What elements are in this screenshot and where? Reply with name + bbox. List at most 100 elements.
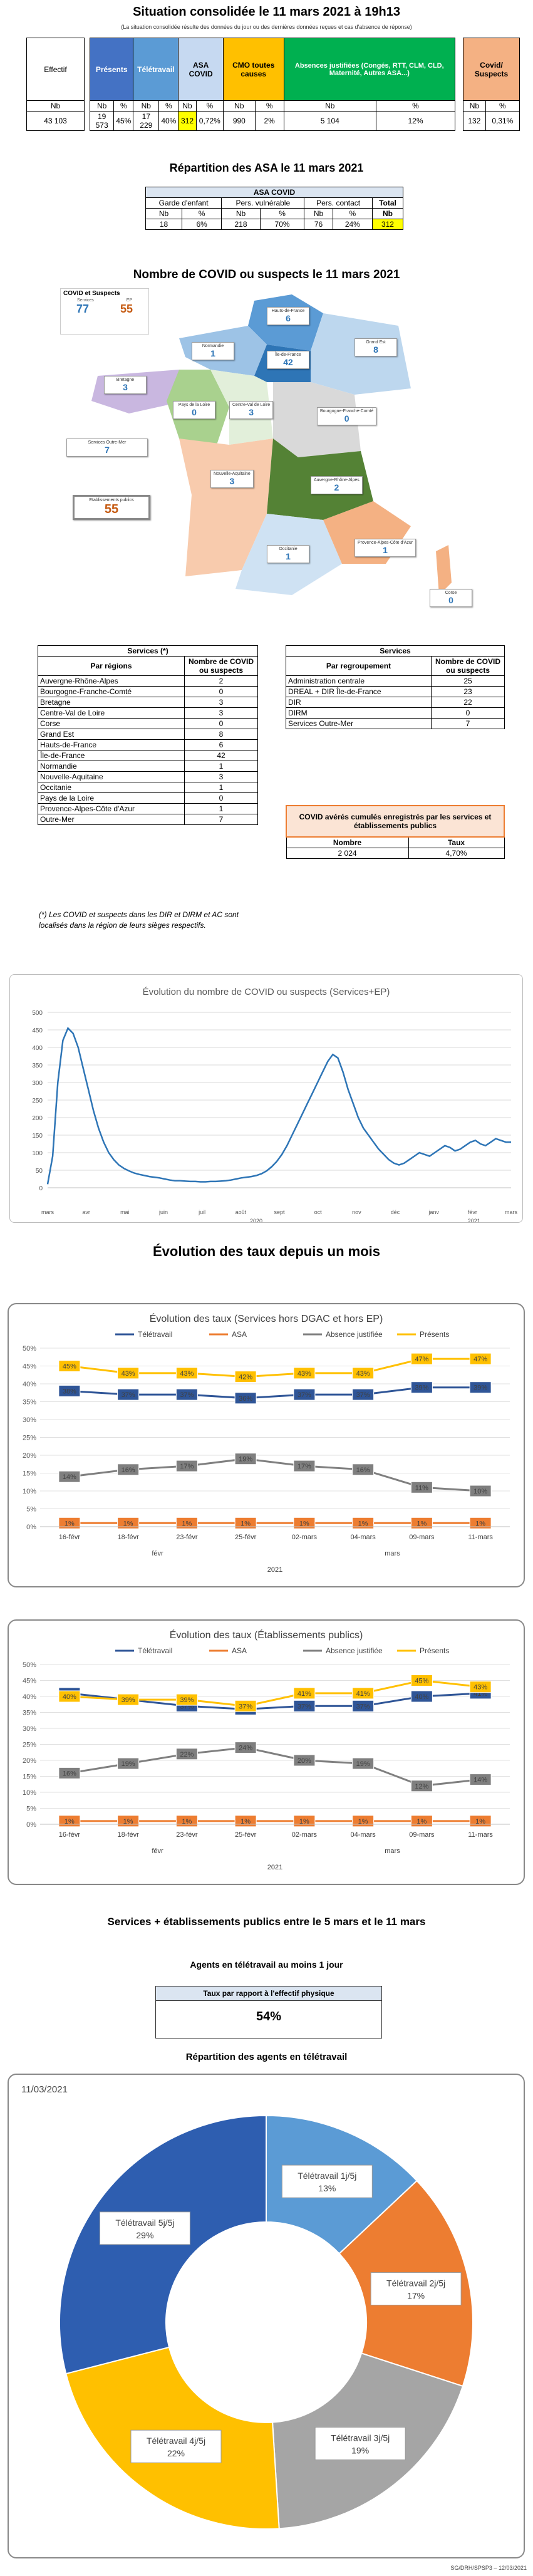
val-cell: 12%	[375, 111, 456, 131]
x-tick-label: 11-mars	[468, 1831, 493, 1839]
box-occitanie: Occitanie 1	[267, 545, 309, 563]
data-label-bg	[469, 1681, 492, 1693]
data-label: 43%	[356, 1370, 370, 1378]
data-label-bg	[175, 1460, 198, 1472]
row-value: 8	[184, 729, 258, 740]
region-value: 0	[344, 413, 349, 423]
table-row: Services Outre-Mer 7	[286, 718, 505, 729]
region-value: 3	[249, 407, 254, 417]
y-tick-label: 40%	[23, 1693, 36, 1701]
col-presents: Présents	[89, 38, 134, 101]
table-row: Grand Est 8	[38, 729, 258, 740]
table-row: Hauts-de-France 6	[38, 739, 258, 750]
sub-cell: Nb	[222, 100, 256, 112]
data-label-bg	[175, 1748, 198, 1760]
asa-col: Garde d'enfant	[145, 197, 222, 209]
data-label: 12%	[415, 1783, 428, 1790]
y-tick-label: 50%	[23, 1345, 36, 1353]
row-label: Île-de-France	[38, 750, 185, 761]
x-month-label: août	[235, 1209, 247, 1215]
data-label-bg	[117, 1757, 140, 1770]
row-label: Grand Est	[38, 729, 185, 740]
data-label-bg	[469, 1815, 492, 1827]
y-tick-label: 200	[32, 1115, 43, 1122]
data-label-bg	[469, 1774, 492, 1786]
x-tick-label: 25-févr	[235, 1534, 257, 1541]
asa-header: ASA COVID	[145, 187, 403, 198]
x-tick-label: 23-févr	[176, 1534, 198, 1541]
data-label-bg	[293, 1815, 316, 1827]
x-month-label: juin	[158, 1209, 168, 1215]
data-label: 16%	[356, 1467, 370, 1474]
data-label: 1%	[358, 1520, 368, 1527]
chart-title: Évolution des taux (Services hors DGAC e…	[150, 1312, 383, 1324]
region-name: Provence-Alpes-Côte d'Azur	[358, 541, 413, 545]
row-label: Hauts-de-France	[38, 739, 185, 750]
x-month-label: mai	[120, 1209, 130, 1215]
data-label: 1%	[241, 1520, 251, 1527]
y-tick-label: 50%	[23, 1661, 36, 1669]
data-label: 41%	[298, 1690, 311, 1698]
data-label-bg	[293, 1517, 316, 1529]
table-row: Bretagne 3	[38, 697, 258, 708]
asa-val: 70%	[259, 219, 305, 230]
data-label: 1%	[241, 1818, 251, 1826]
table-row: Centre-Val de Loire 3	[38, 707, 258, 719]
page-title: Situation consolidée le 11 mars 2021 à 1…	[133, 5, 400, 19]
services-regroup-title: Services	[286, 645, 505, 657]
cumul-title: COVID avérés cumulés enregistrés par les…	[286, 805, 505, 838]
data-label: 43%	[473, 1684, 487, 1691]
table-row: DIRM 0	[286, 707, 505, 719]
asa-sub: Nb	[304, 208, 333, 219]
data-label-bg	[117, 1367, 140, 1379]
x-year-label: 2021	[468, 1218, 480, 1222]
table-row: DIR 22	[286, 697, 505, 708]
row-label: DREAL + DIR Île-de-France	[286, 686, 432, 697]
data-label: 40%	[415, 1693, 428, 1701]
data-label: 10%	[473, 1488, 487, 1495]
row-value: 23	[431, 686, 505, 697]
asa-sub: %	[259, 208, 305, 219]
series-line	[46, 1026, 511, 1185]
data-label-bg	[58, 1384, 81, 1397]
asa-sub: Nb	[221, 208, 261, 219]
data-label: 39%	[180, 1696, 194, 1704]
slice-value: 13%	[318, 2183, 336, 2193]
data-label-bg	[234, 1371, 257, 1383]
chart-covid-evolution: Évolution du nombre de COVID ou suspects…	[9, 974, 523, 1224]
box-bfc: Bourgogne-Franche-Comté 0	[317, 407, 377, 425]
row-value: 42	[184, 750, 258, 761]
asa-table: ASA COVID Garde d'enfant Pers. vulnérabl…	[145, 187, 404, 230]
data-label-bg	[410, 1780, 433, 1792]
col-cmo: CMO toutes causes	[222, 38, 284, 101]
row-label: Provence-Alpes-Côte d'Azur	[38, 803, 185, 814]
y-tick-label: 10%	[23, 1488, 36, 1495]
val-cell: 0,31%	[485, 111, 520, 131]
data-label: 17%	[298, 1463, 311, 1470]
col-teletravail: Télétravail	[133, 38, 179, 101]
sub-cell: %	[158, 100, 179, 112]
val-cell: 5 104	[283, 111, 377, 131]
table-row: Outre-Mer 7	[38, 814, 258, 825]
data-label-bg	[293, 1700, 316, 1712]
data-label: 20%	[298, 1757, 311, 1765]
cumul-val: 4,70%	[408, 848, 505, 859]
y-tick-label: 15%	[23, 1470, 36, 1478]
x-group-label: févr	[152, 1847, 163, 1855]
data-label: 19%	[239, 1456, 252, 1463]
region-name: Île-de-France	[275, 353, 301, 357]
data-label: 43%	[180, 1370, 194, 1378]
data-label: 1%	[475, 1818, 485, 1826]
chart-title: Évolution du nombre de COVID ou suspects…	[143, 987, 390, 997]
data-label-bg	[117, 1388, 140, 1401]
data-label-bg	[117, 1463, 140, 1476]
data-label-bg	[410, 1353, 433, 1365]
row-value: 1	[184, 761, 258, 772]
box-cvl: Centre-Val de Loire 3	[229, 401, 274, 419]
cumul-table: COVID avérés cumulés enregistrés par les…	[286, 805, 505, 859]
region-value: 6	[286, 313, 291, 323]
region-value: 1	[383, 545, 388, 555]
slice-label: Télétravail 1j/5j	[298, 2171, 356, 2181]
data-label-bg	[58, 1517, 81, 1529]
x-tick-label: 18-févr	[118, 1534, 140, 1541]
